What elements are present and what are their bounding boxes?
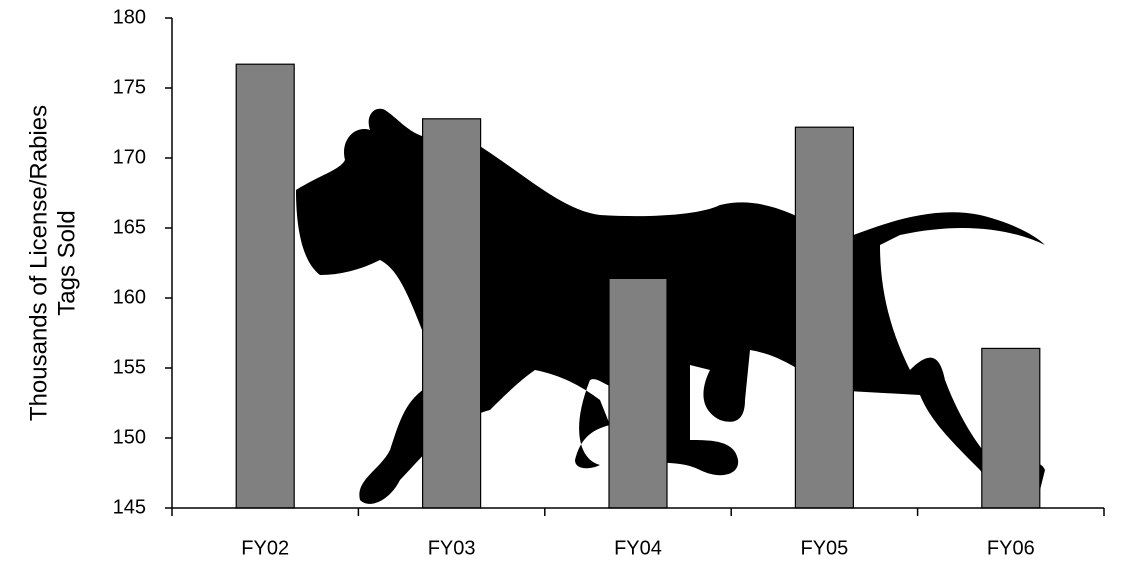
y-tick-label: 150 [113,426,146,448]
x-tick-label: FY03 [428,537,476,559]
y-axis-title-line: Thousands of License/Rabies [25,105,52,421]
y-tick-label: 170 [113,146,146,168]
y-axis-title: Thousands of License/Rabies Tags Sold [25,105,80,421]
x-tick-label: FY02 [241,537,289,559]
y-tick-label: 165 [113,216,146,238]
y-tick-label: 145 [113,496,146,518]
dog-silhouette [296,109,1045,504]
bar [609,278,667,508]
x-tick-label: FY04 [614,537,662,559]
bar [795,127,853,508]
y-axis-title-line: Tags Sold [53,210,80,315]
y-tick-label: 180 [113,6,146,28]
y-tick-label: 175 [113,76,146,98]
x-tick-label: FY06 [987,537,1035,559]
y-tick-label: 155 [113,356,146,378]
page: {"chart_data": {"type": "bar", "y_label"… [0,0,1134,561]
x-tick-label: FY05 [800,537,848,559]
y-tick-label: 160 [113,286,146,308]
chart: Thousands of License/Rabies Tags Sold 14… [0,0,1134,561]
bar [236,64,294,508]
bar [982,348,1040,508]
bar [423,119,481,508]
